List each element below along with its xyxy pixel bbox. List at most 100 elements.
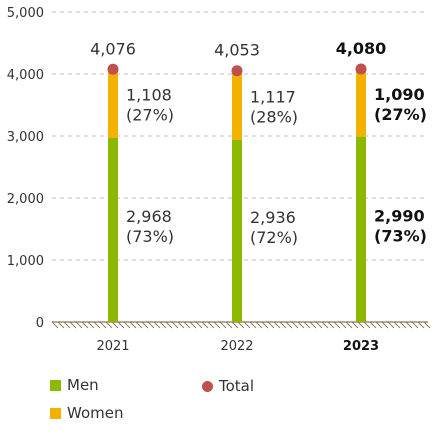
baseline-hatch (219, 321, 227, 329)
baseline-hatch (423, 321, 431, 329)
total-marker (107, 63, 119, 75)
baseline-hatch (165, 321, 173, 329)
baseline-hatch (105, 321, 113, 329)
baseline-hatch (69, 321, 77, 329)
total-label: 4,080 (336, 39, 387, 58)
baseline-hatch (255, 321, 263, 329)
men-value-label: 2,936 (250, 208, 296, 227)
legend-total-label: Total (219, 377, 255, 395)
y-tick-label: 1,000 (7, 254, 44, 269)
baseline-hatch (279, 321, 287, 329)
baseline-hatch (291, 321, 299, 329)
men-value-label: 2,990 (374, 206, 425, 225)
baseline-hatch (375, 321, 383, 329)
women-pct-label: (27%) (126, 106, 174, 125)
data-labels: 4,0761,108(27%)2,968(73%)4,0531,117(28%)… (90, 39, 427, 247)
bar-men (356, 136, 366, 322)
baseline-hatch (321, 321, 329, 329)
legend-women: Women (50, 404, 123, 422)
baseline-hatch (345, 321, 353, 329)
baseline-hatch (183, 321, 191, 329)
baseline-hatch (129, 321, 137, 329)
baseline-hatch (297, 321, 305, 329)
x-tick-label: 2023 (343, 339, 379, 354)
bar-men (108, 137, 118, 322)
baseline-hatch (171, 321, 179, 329)
baseline-hatch (315, 321, 323, 329)
baseline-hatch (267, 321, 275, 329)
x-tick-label: 2022 (220, 339, 253, 354)
baseline-hatch (339, 321, 347, 329)
women-pct-label: (28%) (250, 107, 298, 126)
baseline-hatch (93, 321, 101, 329)
baseline-hatch (51, 321, 59, 329)
baseline-hatch (333, 321, 341, 329)
baseline-hatch (141, 321, 149, 329)
legend-total-marker (202, 380, 213, 392)
baseline-hatch (411, 321, 419, 329)
baseline-hatch (399, 321, 407, 329)
baseline-hatch (201, 321, 209, 329)
baseline-hatch (189, 321, 197, 329)
baseline-hatch (273, 321, 281, 329)
x-tick-label: 2021 (96, 339, 129, 354)
baseline-hatch (303, 321, 311, 329)
total-marker (355, 63, 367, 75)
baseline-hatch (159, 321, 167, 329)
baseline-hatch (195, 321, 203, 329)
bar-women (108, 69, 118, 138)
baseline-hatch (261, 321, 269, 329)
baseline-axis (51, 321, 431, 329)
x-axis-ticks: 2021 2022 2023 (96, 339, 379, 354)
baseline-hatch (111, 321, 119, 329)
baseline-hatch (213, 321, 221, 329)
baseline-hatch (327, 321, 335, 329)
women-value-label: 1,108 (126, 86, 172, 105)
bar-women (356, 69, 366, 137)
baseline-hatch (81, 321, 89, 329)
baseline-hatch (147, 321, 155, 329)
baseline-hatch (63, 321, 71, 329)
men-pct-label: (73%) (126, 227, 174, 246)
legend-men-label: Men (67, 376, 99, 394)
men-value-label: 2,968 (126, 207, 172, 226)
baseline-hatch (177, 321, 185, 329)
baseline-hatch (135, 321, 143, 329)
bar-women (232, 70, 242, 140)
baseline-hatch (57, 321, 65, 329)
bar-men (232, 139, 242, 322)
baseline-hatch (393, 321, 401, 329)
baseline-hatch (387, 321, 395, 329)
y-tick-label: 3,000 (7, 130, 44, 145)
men-pct-label: (73%) (374, 226, 427, 245)
baseline-hatch (225, 321, 233, 329)
total-label: 4,076 (90, 39, 136, 58)
baseline-hatch (87, 321, 95, 329)
baseline-hatch (99, 321, 107, 329)
total-label: 4,053 (214, 41, 260, 60)
baseline-hatch (123, 321, 131, 329)
baseline-hatch (381, 321, 389, 329)
legend-women-swatch (50, 407, 61, 419)
y-tick-label: 5,000 (7, 6, 44, 21)
women-pct-label: (27%) (374, 105, 427, 124)
legend-men: Men (50, 376, 99, 394)
legend-total: Total (202, 377, 254, 395)
y-tick-label: 4,000 (7, 68, 44, 83)
baseline-hatch (249, 321, 257, 329)
baseline-hatch (207, 321, 215, 329)
legend-women-label: Women (67, 404, 124, 422)
baseline-hatch (117, 321, 125, 329)
baseline-hatch (363, 321, 371, 329)
bars (107, 63, 367, 322)
baseline-hatch (417, 321, 425, 329)
baseline-hatch (357, 321, 365, 329)
baseline-hatch (405, 321, 413, 329)
y-axis-ticks: 0 1,000 2,000 3,000 4,000 5,000 (7, 6, 44, 331)
baseline-hatch (243, 321, 251, 329)
baseline-hatch (351, 321, 359, 329)
baseline-hatch (309, 321, 317, 329)
women-value-label: 1,117 (250, 87, 296, 106)
baseline-hatch (237, 321, 245, 329)
